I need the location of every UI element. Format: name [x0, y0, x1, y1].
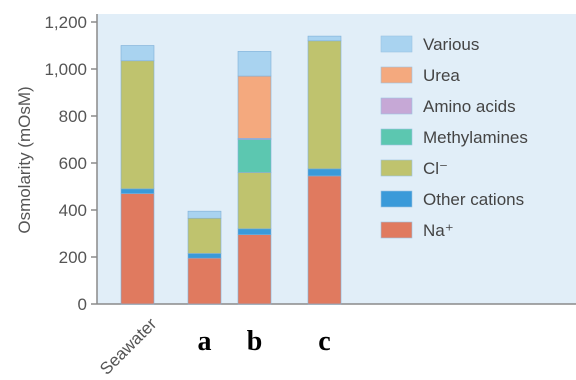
y-tick-label: 1,000: [44, 60, 87, 79]
bar-segment: [187, 253, 222, 259]
bar-segment: [120, 188, 155, 194]
legend-label: Cl⁻: [423, 159, 448, 178]
legend-swatch: [380, 66, 413, 84]
bar-segment: [120, 45, 155, 62]
y-axis-label: Osmolarity (mOsM): [15, 86, 34, 233]
bar-segment: [237, 228, 272, 235]
legend: Various Urea Amino acids Methylamines Cl⁻ Oth…: [380, 35, 528, 240]
bar-segment: [237, 51, 272, 77]
bar-segment: [187, 257, 222, 305]
bar-segment: [120, 60, 155, 190]
bars: [120, 35, 342, 305]
legend-label: Urea: [423, 66, 460, 85]
bar-segment: [237, 139, 272, 173]
bar-segment: [237, 234, 272, 305]
y-axis-ticks: 0 200 400 600 800 1,000 1,200: [44, 13, 97, 314]
x-category-label: a: [198, 326, 212, 357]
legend-label: Methylamines: [423, 128, 528, 147]
bar-segment: [307, 168, 342, 177]
y-tick-label: 1,200: [44, 13, 87, 32]
bar-segment: [307, 35, 342, 42]
bar-segment: [307, 40, 342, 170]
legend-label: Amino acids: [423, 97, 516, 116]
x-category-label: Seawater: [96, 314, 160, 378]
y-tick-label: 800: [59, 107, 87, 126]
legend-swatch: [380, 221, 413, 239]
x-category-label: b: [247, 326, 263, 357]
y-tick-label: 400: [59, 201, 87, 220]
bar-segment: [237, 75, 272, 139]
legend-label: Na⁺: [423, 221, 454, 240]
legend-swatch: [380, 159, 413, 177]
bar-segment: [120, 193, 155, 305]
bar-segment: [187, 217, 222, 254]
y-tick-label: 200: [59, 248, 87, 267]
y-tick-label: 0: [78, 295, 87, 314]
x-category-label: c: [318, 326, 330, 357]
legend-swatch: [380, 97, 413, 115]
bar-segment: [187, 210, 222, 219]
legend-label: Various: [423, 35, 479, 54]
legend-swatch: [380, 35, 413, 53]
bar-segment: [237, 172, 272, 230]
x-axis-labels: Seawater a b c: [96, 314, 331, 378]
legend-swatch: [380, 190, 413, 208]
bar-segment: [307, 175, 342, 305]
legend-label: Other cations: [423, 190, 524, 209]
legend-swatch: [380, 128, 413, 146]
y-tick-label: 600: [59, 154, 87, 173]
